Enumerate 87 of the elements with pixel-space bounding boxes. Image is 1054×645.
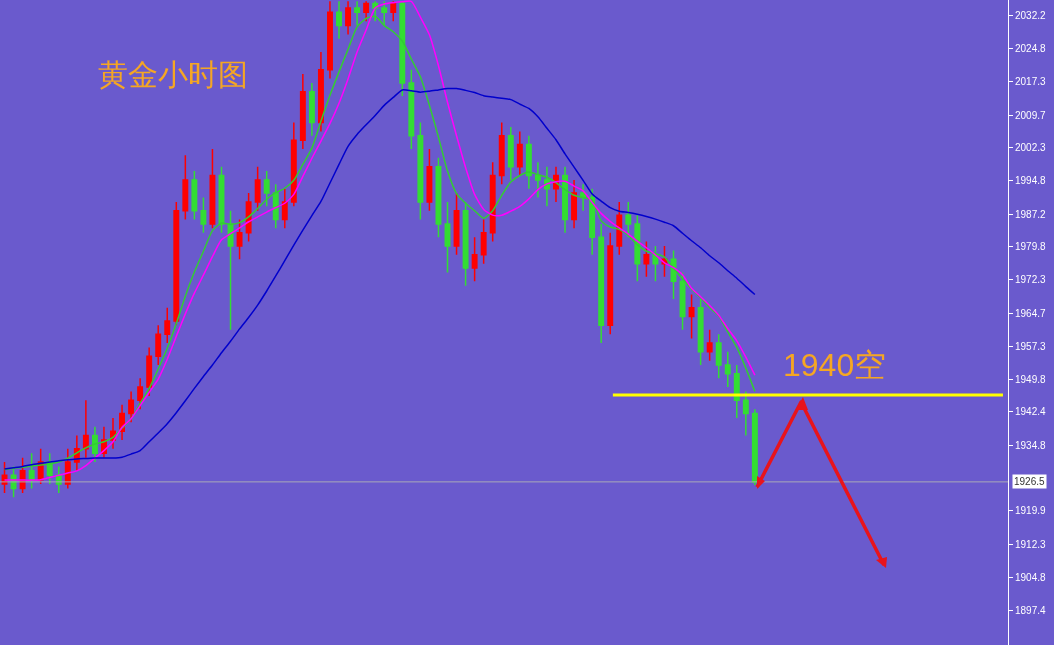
ref-line-label: 1926.5	[1014, 476, 1046, 487]
y-tick-label: 2024.8	[1015, 43, 1047, 54]
candlestick	[688, 293, 695, 340]
candlestick	[697, 298, 704, 366]
candlestick	[182, 154, 189, 221]
candlestick	[408, 68, 415, 150]
candlestick	[299, 73, 306, 150]
candlestick	[516, 130, 523, 177]
candlestick	[82, 399, 89, 459]
y-tick-label: 2017.3	[1015, 76, 1047, 88]
y-tick-label: 1957.3	[1015, 340, 1047, 352]
y-tick-label: 1934.8	[1015, 439, 1047, 451]
candlestick	[327, 0, 333, 80]
candlestick	[227, 209, 234, 331]
candlestick	[679, 271, 686, 331]
y-tick-label: 1994.8	[1015, 175, 1047, 187]
candlestick	[580, 183, 587, 212]
candlestick	[381, 0, 388, 27]
y-tick-label: 2032.2	[1015, 10, 1047, 22]
candlestick	[200, 196, 207, 234]
candlestick	[263, 170, 270, 208]
candlestick	[91, 426, 98, 463]
candlestick	[598, 223, 605, 344]
candlestick	[498, 121, 505, 186]
candlestick	[733, 364, 740, 419]
candlestick	[525, 135, 532, 190]
candlestick	[354, 0, 361, 27]
candlestick	[453, 192, 460, 256]
candlestick	[652, 245, 659, 283]
candlestick	[489, 161, 496, 243]
candlestick	[146, 346, 153, 397]
y-tick-label: 1949.8	[1015, 373, 1047, 385]
candlestick	[751, 408, 758, 486]
candlestick	[507, 126, 514, 181]
candlestick	[571, 179, 578, 230]
candlestick	[164, 306, 171, 344]
candlestick	[399, 0, 406, 97]
candlestick	[471, 236, 478, 283]
candlestick	[272, 183, 279, 230]
y-tick-label: 1987.2	[1015, 208, 1047, 220]
candlestick	[589, 187, 596, 256]
candlestick	[245, 192, 252, 243]
candlestick	[345, 0, 352, 36]
candlestick	[281, 187, 288, 230]
candlestick	[137, 377, 144, 410]
candlestick	[643, 240, 650, 278]
candlestick	[426, 148, 433, 212]
candlestick	[534, 161, 541, 199]
ref-line-label: 1940空	[783, 347, 887, 383]
candlestick	[290, 121, 297, 208]
candlestick	[254, 165, 261, 212]
candlestick	[562, 165, 568, 234]
candlestick	[236, 218, 243, 260]
y-tick-label: 2009.7	[1015, 109, 1047, 121]
candlestick	[715, 333, 722, 380]
candlestick	[706, 329, 713, 362]
candlestick	[317, 51, 324, 133]
y-tick-label: 1904.8	[1015, 572, 1047, 584]
candlestick	[480, 218, 487, 265]
candlestick	[390, 0, 397, 22]
candlestick	[444, 201, 451, 274]
candlestick	[417, 121, 424, 221]
candlestick	[209, 148, 216, 230]
candlestick	[155, 324, 162, 366]
y-tick-label: 1972.3	[1015, 274, 1047, 286]
candlestick	[742, 390, 749, 437]
y-tick-label: 1979.8	[1015, 241, 1047, 253]
candlestick	[462, 201, 469, 287]
y-tick-label: 1942.4	[1015, 406, 1047, 418]
y-tick-label: 2002.3	[1015, 142, 1047, 154]
candlestick	[372, 0, 379, 22]
candlestick	[724, 351, 731, 388]
candlestick	[634, 214, 641, 283]
y-tick-label: 1964.7	[1015, 307, 1047, 319]
candlestick	[543, 165, 550, 208]
candlestick	[363, 0, 370, 22]
text: 黄金小时图	[98, 58, 249, 92]
candlestick	[191, 170, 198, 221]
y-tick-label: 1912.3	[1015, 538, 1047, 550]
candlestick	[435, 157, 442, 238]
y-tick-label: 1897.4	[1015, 604, 1047, 616]
candlestick	[308, 82, 315, 137]
candlestick	[128, 390, 135, 424]
candlestick	[616, 201, 623, 256]
candlestick	[336, 0, 342, 40]
y-tick-label: 1919.9	[1015, 505, 1047, 517]
candlestick	[607, 232, 614, 335]
